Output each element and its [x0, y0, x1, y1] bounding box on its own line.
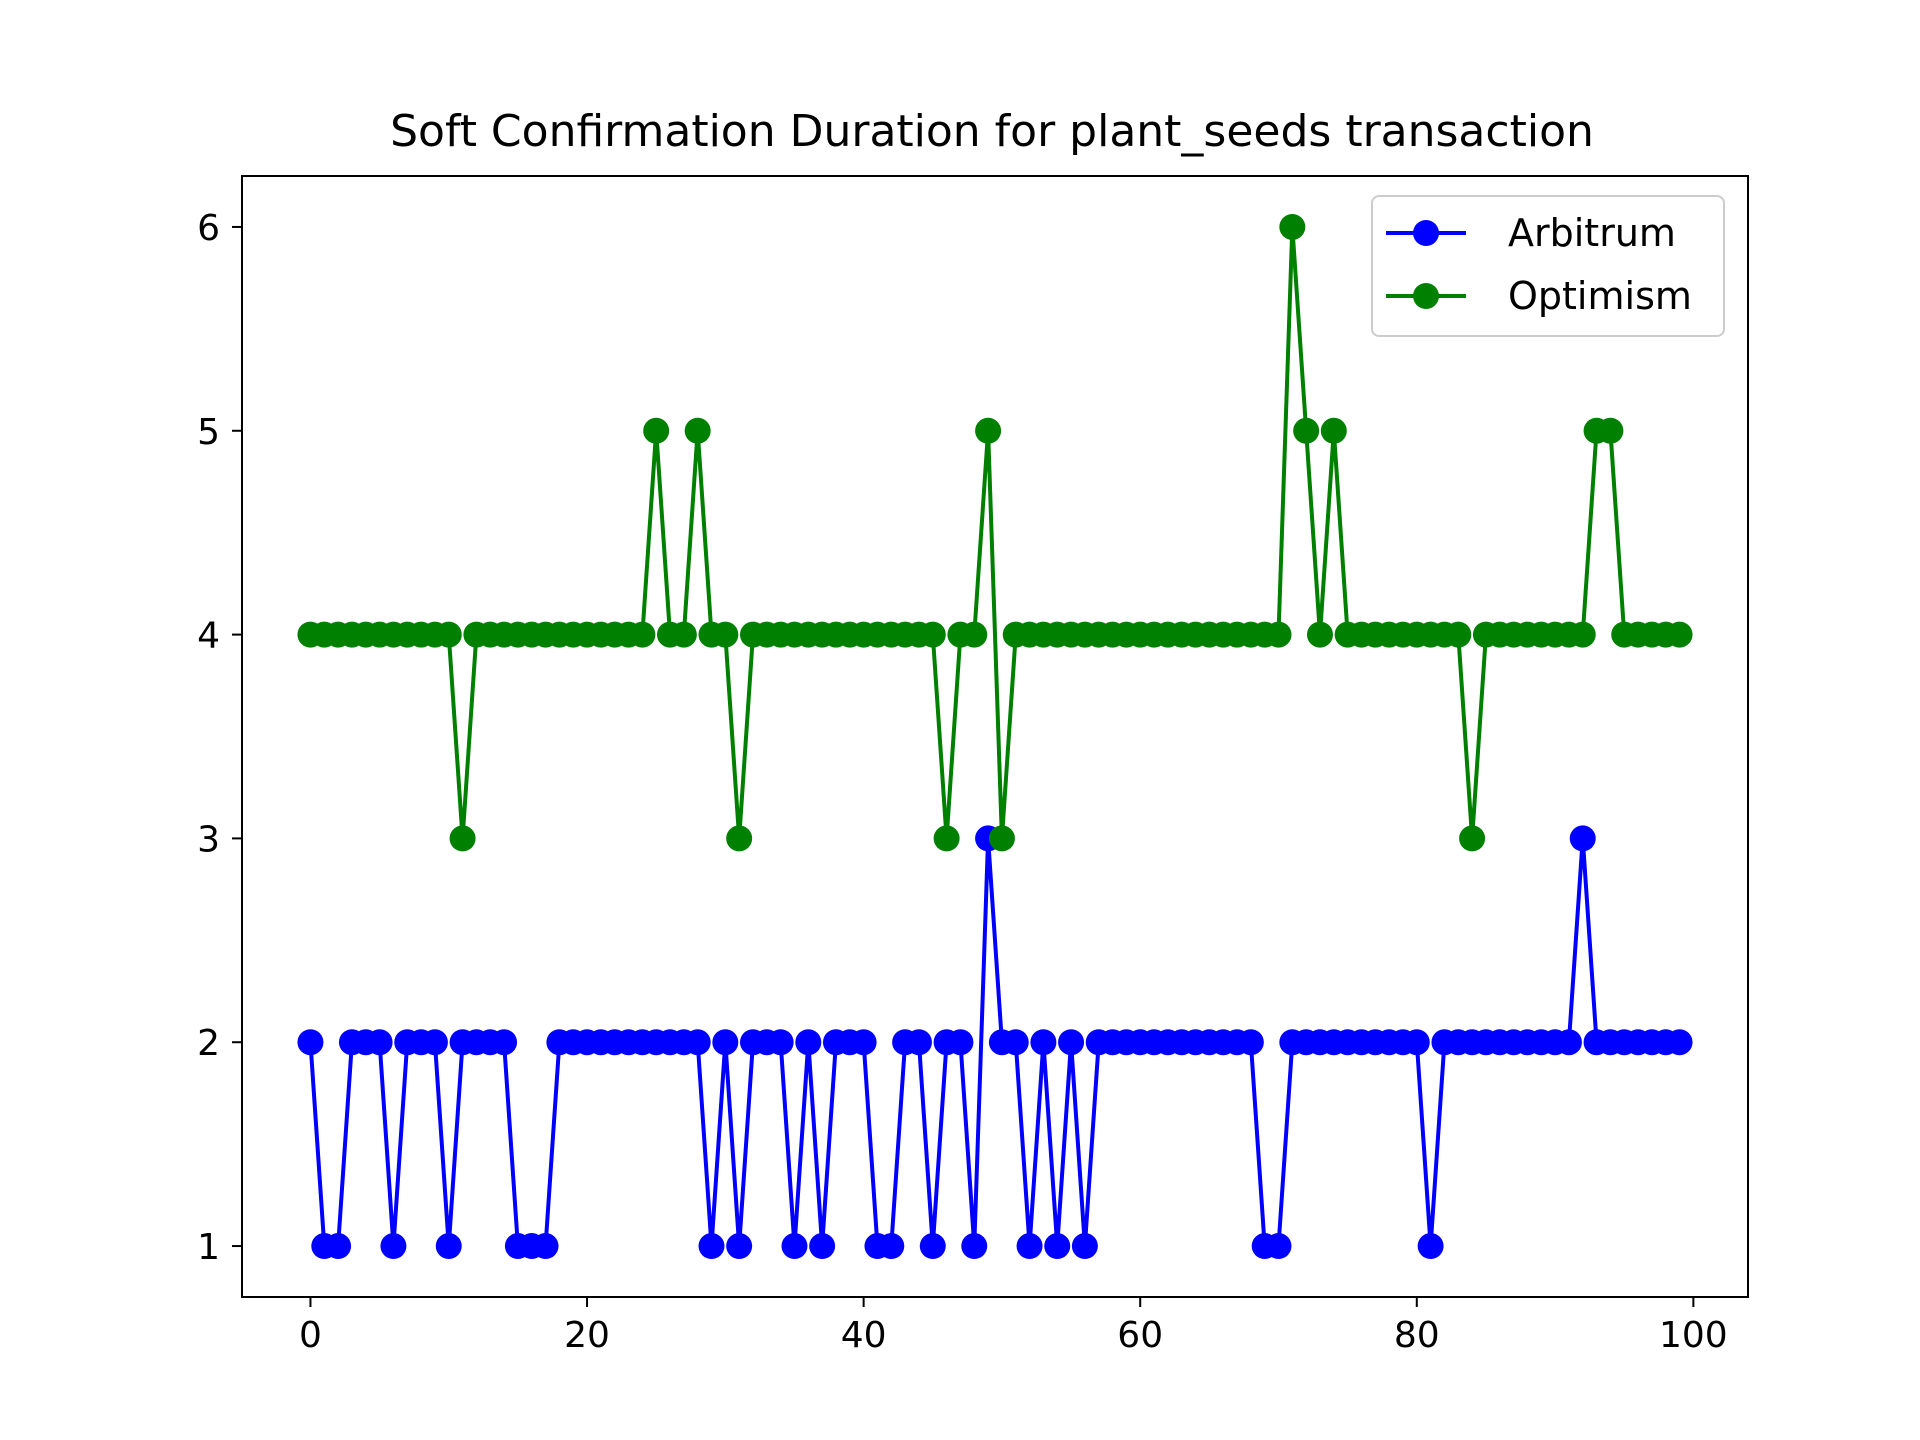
legend: Arbitrum Optimism — [1371, 195, 1725, 337]
data-point — [988, 825, 1015, 852]
data-point — [795, 1029, 822, 1056]
legend-item-optimism: Optimism — [1386, 274, 1692, 318]
axes: 0 20 40 60 80 100 1 2 3 4 5 6 — [197, 175, 1749, 1356]
data-point — [919, 1233, 946, 1260]
data-point — [629, 621, 656, 648]
data-point — [1265, 621, 1292, 648]
data-point — [878, 1233, 905, 1260]
y-tick-label: 2 — [197, 1023, 220, 1064]
data-point — [809, 1233, 836, 1260]
plot-area — [297, 213, 1693, 1260]
data-point — [1459, 825, 1486, 852]
data-point — [449, 825, 476, 852]
data-point — [919, 621, 946, 648]
data-point — [684, 417, 711, 444]
axes-frame — [241, 175, 1749, 1298]
data-point — [975, 417, 1002, 444]
legend-swatch-marker — [1413, 220, 1439, 246]
series-optimism — [297, 213, 1693, 852]
data-point — [1293, 417, 1320, 444]
data-point — [421, 1029, 448, 1056]
data-point — [1016, 1233, 1043, 1260]
data-point — [1306, 621, 1333, 648]
data-point — [325, 1233, 352, 1260]
data-point — [643, 417, 670, 444]
data-point — [1265, 1233, 1292, 1260]
data-point — [933, 825, 960, 852]
y-tick-label: 3 — [197, 819, 220, 860]
series-arbitrum — [297, 825, 1693, 1260]
x-tick-label: 0 — [299, 1315, 322, 1356]
data-point — [1320, 417, 1347, 444]
data-point — [1666, 1029, 1693, 1056]
data-point — [712, 621, 739, 648]
data-point — [297, 1029, 324, 1056]
data-point — [1666, 621, 1693, 648]
data-point — [1445, 621, 1472, 648]
data-point — [532, 1233, 559, 1260]
data-point — [435, 1233, 462, 1260]
data-point — [726, 825, 753, 852]
legend-label: Arbitrum — [1508, 211, 1676, 255]
data-point — [1555, 1029, 1582, 1056]
x-tick-label: 20 — [564, 1315, 610, 1356]
x-tick-label: 100 — [1659, 1315, 1728, 1356]
data-point — [1030, 1029, 1057, 1056]
data-point — [767, 1029, 794, 1056]
data-point — [850, 1029, 877, 1056]
x-tick-label: 80 — [1394, 1315, 1440, 1356]
x-tick-label: 40 — [841, 1315, 887, 1356]
data-point — [1279, 213, 1306, 240]
y-tick-label: 4 — [197, 616, 220, 657]
data-point — [491, 1029, 518, 1056]
data-point — [366, 1029, 393, 1056]
data-point — [1597, 417, 1624, 444]
data-point — [1237, 1029, 1264, 1056]
data-point — [435, 621, 462, 648]
data-point — [905, 1029, 932, 1056]
data-point — [1002, 1029, 1029, 1056]
y-tick-label: 1 — [197, 1227, 220, 1268]
x-tick-label: 60 — [1117, 1315, 1163, 1356]
y-tick-label: 5 — [197, 412, 220, 453]
data-point — [726, 1233, 753, 1260]
legend-item-arbitrum: Arbitrum — [1386, 211, 1676, 255]
data-point — [1569, 621, 1596, 648]
data-point — [1569, 825, 1596, 852]
data-point — [684, 1029, 711, 1056]
data-point — [380, 1233, 407, 1260]
legend-label: Optimism — [1508, 274, 1692, 318]
data-point — [712, 1029, 739, 1056]
data-point — [781, 1233, 808, 1260]
data-point — [698, 1233, 725, 1260]
y-tick-label: 6 — [197, 208, 220, 249]
data-point — [1058, 1029, 1085, 1056]
data-point — [1044, 1233, 1071, 1260]
data-point — [1403, 1029, 1430, 1056]
data-point — [1071, 1233, 1098, 1260]
data-point — [1417, 1233, 1444, 1260]
data-point — [961, 1233, 988, 1260]
data-point — [947, 1029, 974, 1056]
chart-title: Soft Confirmation Duration for plant_see… — [390, 106, 1594, 157]
data-point — [961, 621, 988, 648]
legend-swatch-marker — [1413, 283, 1439, 309]
data-point — [670, 621, 697, 648]
